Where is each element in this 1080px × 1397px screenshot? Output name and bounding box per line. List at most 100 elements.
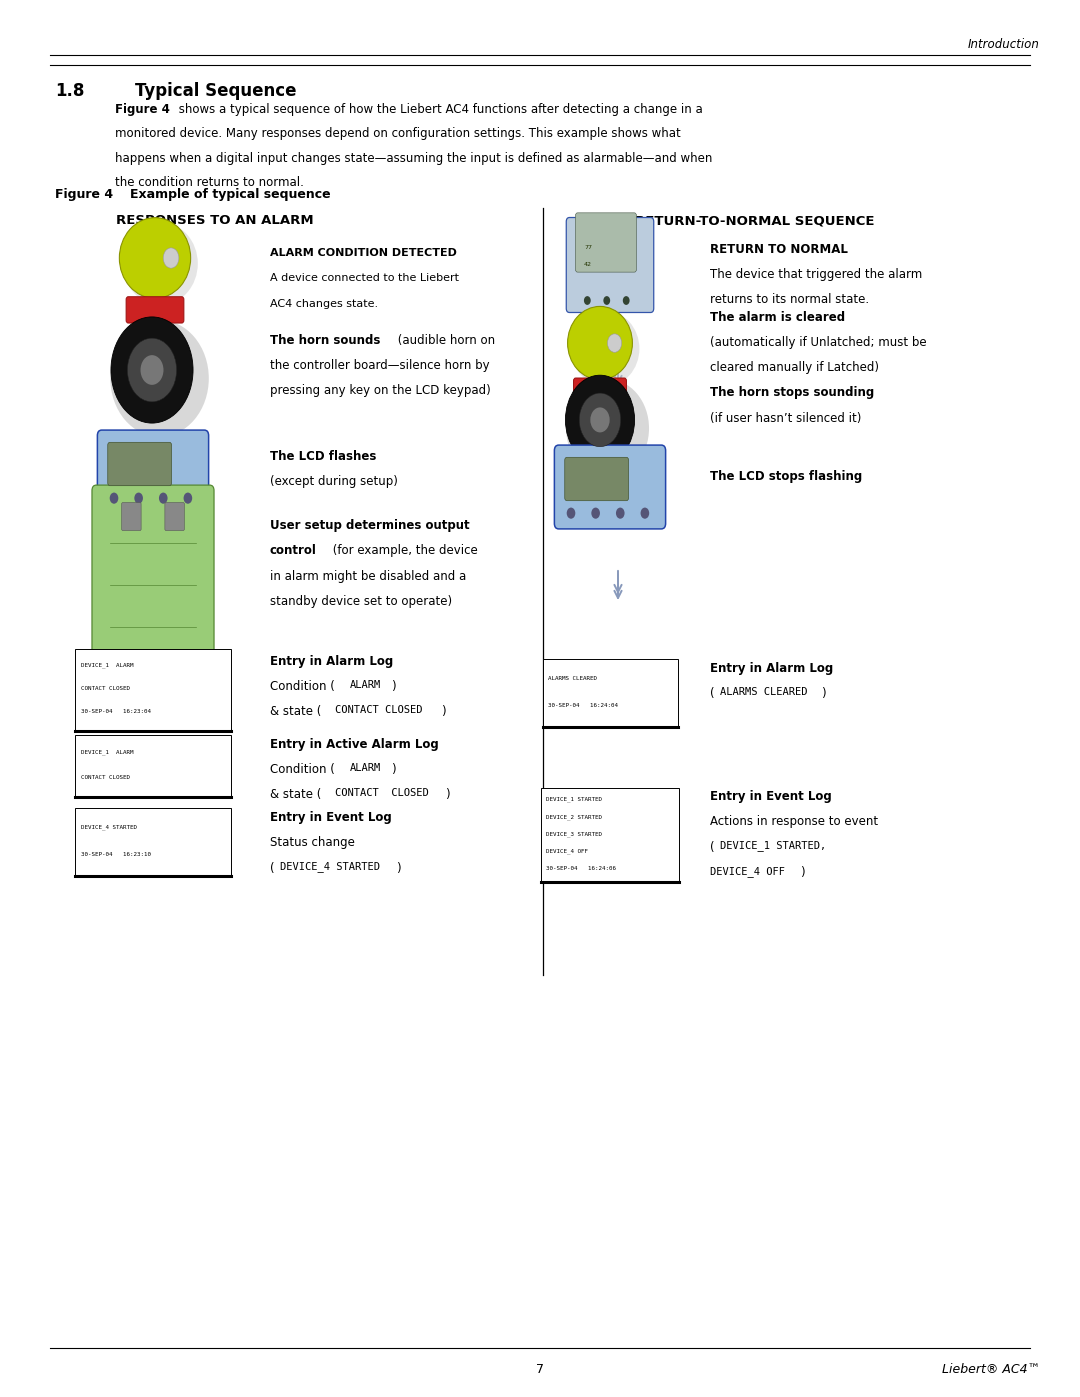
Text: & state (: & state ( <box>270 788 322 802</box>
Text: ALARM CONDITION DETECTED: ALARM CONDITION DETECTED <box>270 249 457 258</box>
Text: 7: 7 <box>536 1363 544 1376</box>
Text: control: control <box>270 545 316 557</box>
Text: DEVICE_3 STARTED: DEVICE_3 STARTED <box>546 831 603 837</box>
Text: DEVICE_1  ALARM: DEVICE_1 ALARM <box>81 664 134 669</box>
Text: 30-SEP-04   16:23:10: 30-SEP-04 16:23:10 <box>81 852 151 856</box>
Text: DEVICE_1 STARTED,: DEVICE_1 STARTED, <box>719 841 826 852</box>
Text: standby device set to operate): standby device set to operate) <box>270 595 453 608</box>
Text: Example of typical sequence: Example of typical sequence <box>130 189 330 201</box>
Text: CONTACT  CLOSED: CONTACT CLOSED <box>335 788 429 798</box>
Text: AC4 changes state.: AC4 changes state. <box>270 299 378 309</box>
Text: 1.8: 1.8 <box>55 82 84 101</box>
FancyBboxPatch shape <box>554 446 665 529</box>
Text: Introduction: Introduction <box>968 38 1040 52</box>
FancyBboxPatch shape <box>165 503 185 531</box>
FancyBboxPatch shape <box>126 296 184 323</box>
Circle shape <box>591 408 610 433</box>
Text: User setup determines output: User setup determines output <box>270 520 470 532</box>
Text: ALARM: ALARM <box>350 763 381 773</box>
FancyBboxPatch shape <box>75 809 231 876</box>
Text: 30-SEP-04   16:24:04: 30-SEP-04 16:24:04 <box>548 703 618 707</box>
FancyBboxPatch shape <box>576 212 636 272</box>
Ellipse shape <box>571 312 639 387</box>
Text: ALARMS CLEARED: ALARMS CLEARED <box>548 676 597 680</box>
Text: ): ) <box>445 788 449 802</box>
FancyBboxPatch shape <box>97 430 208 514</box>
Text: ALARMS CLEARED: ALARMS CLEARED <box>719 687 807 697</box>
Text: Actions in response to event: Actions in response to event <box>710 816 878 828</box>
Circle shape <box>584 296 591 305</box>
Text: DEVICE_4 STARTED: DEVICE_4 STARTED <box>280 862 380 873</box>
Text: DEVICE_1 STARTED: DEVICE_1 STARTED <box>546 796 603 802</box>
Ellipse shape <box>566 379 649 478</box>
Circle shape <box>604 296 610 305</box>
Circle shape <box>592 507 600 518</box>
Text: ): ) <box>821 687 826 700</box>
Text: Entry in Event Log: Entry in Event Log <box>710 791 832 803</box>
Text: shows a typical sequence of how the Liebert AC4 functions after detecting a chan: shows a typical sequence of how the Lieb… <box>175 103 703 116</box>
Text: the controller board—silence horn by: the controller board—silence horn by <box>270 359 489 372</box>
Text: ): ) <box>391 680 395 693</box>
Text: RETURN-TO-NORMAL SEQUENCE: RETURN-TO-NORMAL SEQUENCE <box>635 214 875 226</box>
Ellipse shape <box>123 222 198 305</box>
FancyBboxPatch shape <box>108 443 172 486</box>
Circle shape <box>134 493 143 504</box>
Text: Entry in Event Log: Entry in Event Log <box>270 812 392 824</box>
Text: DEVICE_4 OFF: DEVICE_4 OFF <box>546 848 589 854</box>
FancyBboxPatch shape <box>75 650 231 731</box>
Text: (: ( <box>270 862 274 875</box>
Text: A device connected to the Liebert: A device connected to the Liebert <box>270 274 459 284</box>
Circle shape <box>140 355 163 384</box>
Text: The LCD stops flashing: The LCD stops flashing <box>710 471 862 483</box>
Text: 77: 77 <box>584 246 592 250</box>
Text: (audible horn on: (audible horn on <box>394 334 496 346</box>
Text: (if user hasn’t silenced it): (if user hasn’t silenced it) <box>710 412 862 425</box>
Circle shape <box>640 507 649 518</box>
Text: Liebert® AC4™: Liebert® AC4™ <box>942 1363 1040 1376</box>
Ellipse shape <box>110 320 208 437</box>
Text: CONTACT CLOSED: CONTACT CLOSED <box>335 705 422 715</box>
Text: 42: 42 <box>584 263 592 267</box>
Text: ): ) <box>391 763 395 777</box>
FancyBboxPatch shape <box>565 457 629 500</box>
Text: cleared manually if Latched): cleared manually if Latched) <box>710 362 879 374</box>
Text: DEVICE_1  ALARM: DEVICE_1 ALARM <box>81 750 134 756</box>
Circle shape <box>567 507 576 518</box>
Text: ALARM: ALARM <box>350 680 381 690</box>
Text: monitored device. Many responses depend on configuration settings. This example : monitored device. Many responses depend … <box>114 127 680 141</box>
Circle shape <box>579 393 621 447</box>
Text: in alarm might be disabled and a: in alarm might be disabled and a <box>270 570 467 583</box>
Text: The alarm is cleared: The alarm is cleared <box>710 312 846 324</box>
Text: & state (: & state ( <box>270 705 322 718</box>
Text: DEVICE_2 STARTED: DEVICE_2 STARTED <box>546 814 603 820</box>
Text: Condition (: Condition ( <box>270 763 335 777</box>
Text: Entry in Alarm Log: Entry in Alarm Log <box>710 662 834 675</box>
Text: (automatically if Unlatched; must be: (automatically if Unlatched; must be <box>710 337 927 349</box>
Text: CONTACT CLOSED: CONTACT CLOSED <box>81 686 130 692</box>
Ellipse shape <box>568 306 633 380</box>
Ellipse shape <box>120 218 191 299</box>
Circle shape <box>127 338 177 402</box>
Text: Condition (: Condition ( <box>270 680 335 693</box>
Text: Figure 4: Figure 4 <box>55 189 113 201</box>
Text: returns to its normal state.: returns to its normal state. <box>710 293 869 306</box>
Text: Status change: Status change <box>270 837 355 849</box>
Text: The LCD flashes: The LCD flashes <box>270 450 376 462</box>
Circle shape <box>566 376 635 465</box>
Text: (: ( <box>710 687 715 700</box>
Text: RETURN TO NORMAL: RETURN TO NORMAL <box>710 243 848 256</box>
FancyBboxPatch shape <box>542 659 677 726</box>
Circle shape <box>616 507 624 518</box>
Text: ): ) <box>441 705 445 718</box>
Circle shape <box>184 493 192 504</box>
Text: The horn stops sounding: The horn stops sounding <box>710 387 874 400</box>
Text: DEVICE_4 STARTED: DEVICE_4 STARTED <box>81 824 137 830</box>
Text: DEVICE_4 OFF: DEVICE_4 OFF <box>710 866 785 877</box>
Text: RESPONSES TO AN ALARM: RESPONSES TO AN ALARM <box>117 214 314 226</box>
Text: The device that triggered the alarm: The device that triggered the alarm <box>710 268 922 281</box>
Text: ): ) <box>799 866 805 879</box>
FancyBboxPatch shape <box>566 218 653 313</box>
Text: ): ) <box>396 862 401 875</box>
Text: happens when a digital input changes state—assuming the input is defined as alar: happens when a digital input changes sta… <box>114 152 713 165</box>
Text: The horn sounds: The horn sounds <box>270 334 380 346</box>
